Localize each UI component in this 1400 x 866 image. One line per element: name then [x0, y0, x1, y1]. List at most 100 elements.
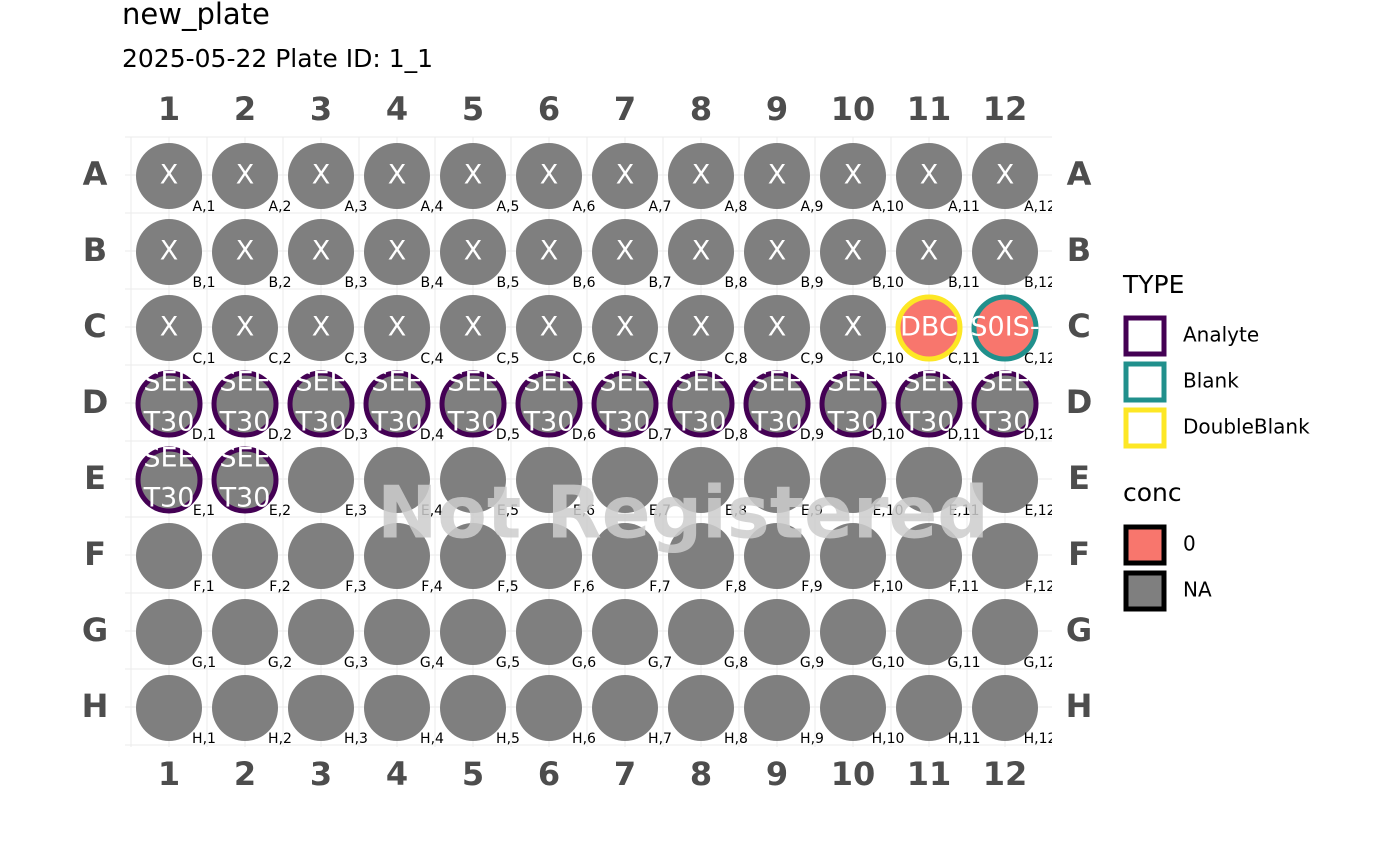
- well-text: X: [768, 160, 787, 191]
- well-label: F,5: [497, 579, 518, 595]
- well-label: C,7: [648, 351, 671, 367]
- well: [364, 295, 430, 361]
- well: [972, 599, 1038, 665]
- well: [592, 143, 658, 209]
- well: [668, 675, 734, 741]
- well-text: X: [844, 160, 863, 191]
- well: [288, 219, 354, 285]
- well: [896, 447, 962, 513]
- well: [211, 446, 279, 514]
- legend-key: [1123, 361, 1167, 403]
- column-label: 7: [614, 90, 636, 128]
- column-label: 8: [690, 755, 712, 793]
- well: [440, 295, 506, 361]
- row-label: H: [1066, 687, 1093, 725]
- well: [591, 370, 659, 438]
- well-label: F,8: [725, 579, 746, 595]
- well-text: SEE: [295, 367, 346, 398]
- well-label: E,3: [345, 503, 367, 519]
- well-text: T30: [523, 407, 575, 438]
- well: [440, 675, 506, 741]
- column-label: 12: [983, 755, 1028, 793]
- well-label: H,9: [800, 731, 824, 747]
- well: [516, 219, 582, 285]
- well: [211, 370, 279, 438]
- well-text: SEE: [675, 367, 726, 398]
- well-text: X: [692, 312, 711, 343]
- well-text: SEE: [979, 367, 1030, 398]
- well-label: H,10: [872, 731, 905, 747]
- well-text: S0IS-: [970, 312, 1039, 343]
- well-label: F,3: [345, 579, 366, 595]
- watermark: Not Registered: [377, 471, 989, 555]
- row-label: C: [83, 307, 106, 345]
- legend: TYPE Analyte Blank DoubleBlank conc 0 NA: [1122, 270, 1310, 612]
- well-text: X: [312, 312, 331, 343]
- well: [668, 599, 734, 665]
- well: [820, 447, 886, 513]
- well: [364, 143, 430, 209]
- well: [668, 295, 734, 361]
- well-text: X: [616, 236, 635, 267]
- well-text: SEE: [903, 367, 954, 398]
- well: [136, 599, 202, 665]
- well: [896, 523, 962, 589]
- well: [744, 523, 810, 589]
- well-label: D,8: [724, 427, 748, 443]
- column-label: 9: [766, 90, 788, 128]
- well-label: E,2: [269, 503, 291, 519]
- row-label: F: [84, 535, 106, 573]
- well-label: H,2: [268, 731, 292, 747]
- well-label: D,5: [496, 427, 520, 443]
- well: [363, 370, 431, 438]
- well-label: B,11: [948, 275, 980, 291]
- row-label: E: [1068, 459, 1090, 497]
- well-label: C,1: [192, 351, 215, 367]
- row-label: B: [83, 231, 107, 269]
- well-label: F,11: [949, 579, 979, 595]
- well-label: E,9: [801, 503, 823, 519]
- well-label: C,9: [800, 351, 823, 367]
- well-label: D,12: [1023, 427, 1056, 443]
- well-text: X: [312, 236, 331, 267]
- well-label: E,6: [573, 503, 595, 519]
- well-label: G,1: [192, 655, 216, 671]
- well-text: X: [844, 236, 863, 267]
- well: [212, 219, 278, 285]
- well: [667, 370, 735, 438]
- well: [668, 447, 734, 513]
- well-text: X: [388, 160, 407, 191]
- title: new_plate: [122, 0, 270, 31]
- well: [212, 523, 278, 589]
- well-label: A,6: [573, 199, 596, 215]
- legend-key: [1123, 570, 1167, 612]
- well-label: A,5: [497, 199, 520, 215]
- well: [820, 523, 886, 589]
- well-text: X: [920, 160, 939, 191]
- row-label: C: [1067, 307, 1090, 345]
- well: [744, 143, 810, 209]
- well-text: SEE: [751, 367, 802, 398]
- well-text: X: [996, 236, 1015, 267]
- well-label: E,8: [725, 503, 747, 519]
- well-label: A,12: [1024, 199, 1056, 215]
- well-text: X: [388, 312, 407, 343]
- well: [136, 523, 202, 589]
- well-text: T30: [827, 407, 879, 438]
- well: [820, 219, 886, 285]
- row-label: A: [1067, 155, 1092, 193]
- well: [515, 370, 583, 438]
- well-label: D,9: [800, 427, 824, 443]
- column-label: 2: [234, 755, 256, 793]
- well: [440, 219, 506, 285]
- well-label: B,7: [649, 275, 672, 291]
- well: [364, 447, 430, 513]
- row-label: E: [84, 459, 106, 497]
- well-label: F,2: [269, 579, 290, 595]
- well-label: B,10: [872, 275, 904, 291]
- well: [895, 294, 963, 362]
- row-label: D: [1066, 383, 1093, 421]
- well-text: SEE: [447, 367, 498, 398]
- well-label: D,1: [192, 427, 216, 443]
- well-label: C,5: [496, 351, 519, 367]
